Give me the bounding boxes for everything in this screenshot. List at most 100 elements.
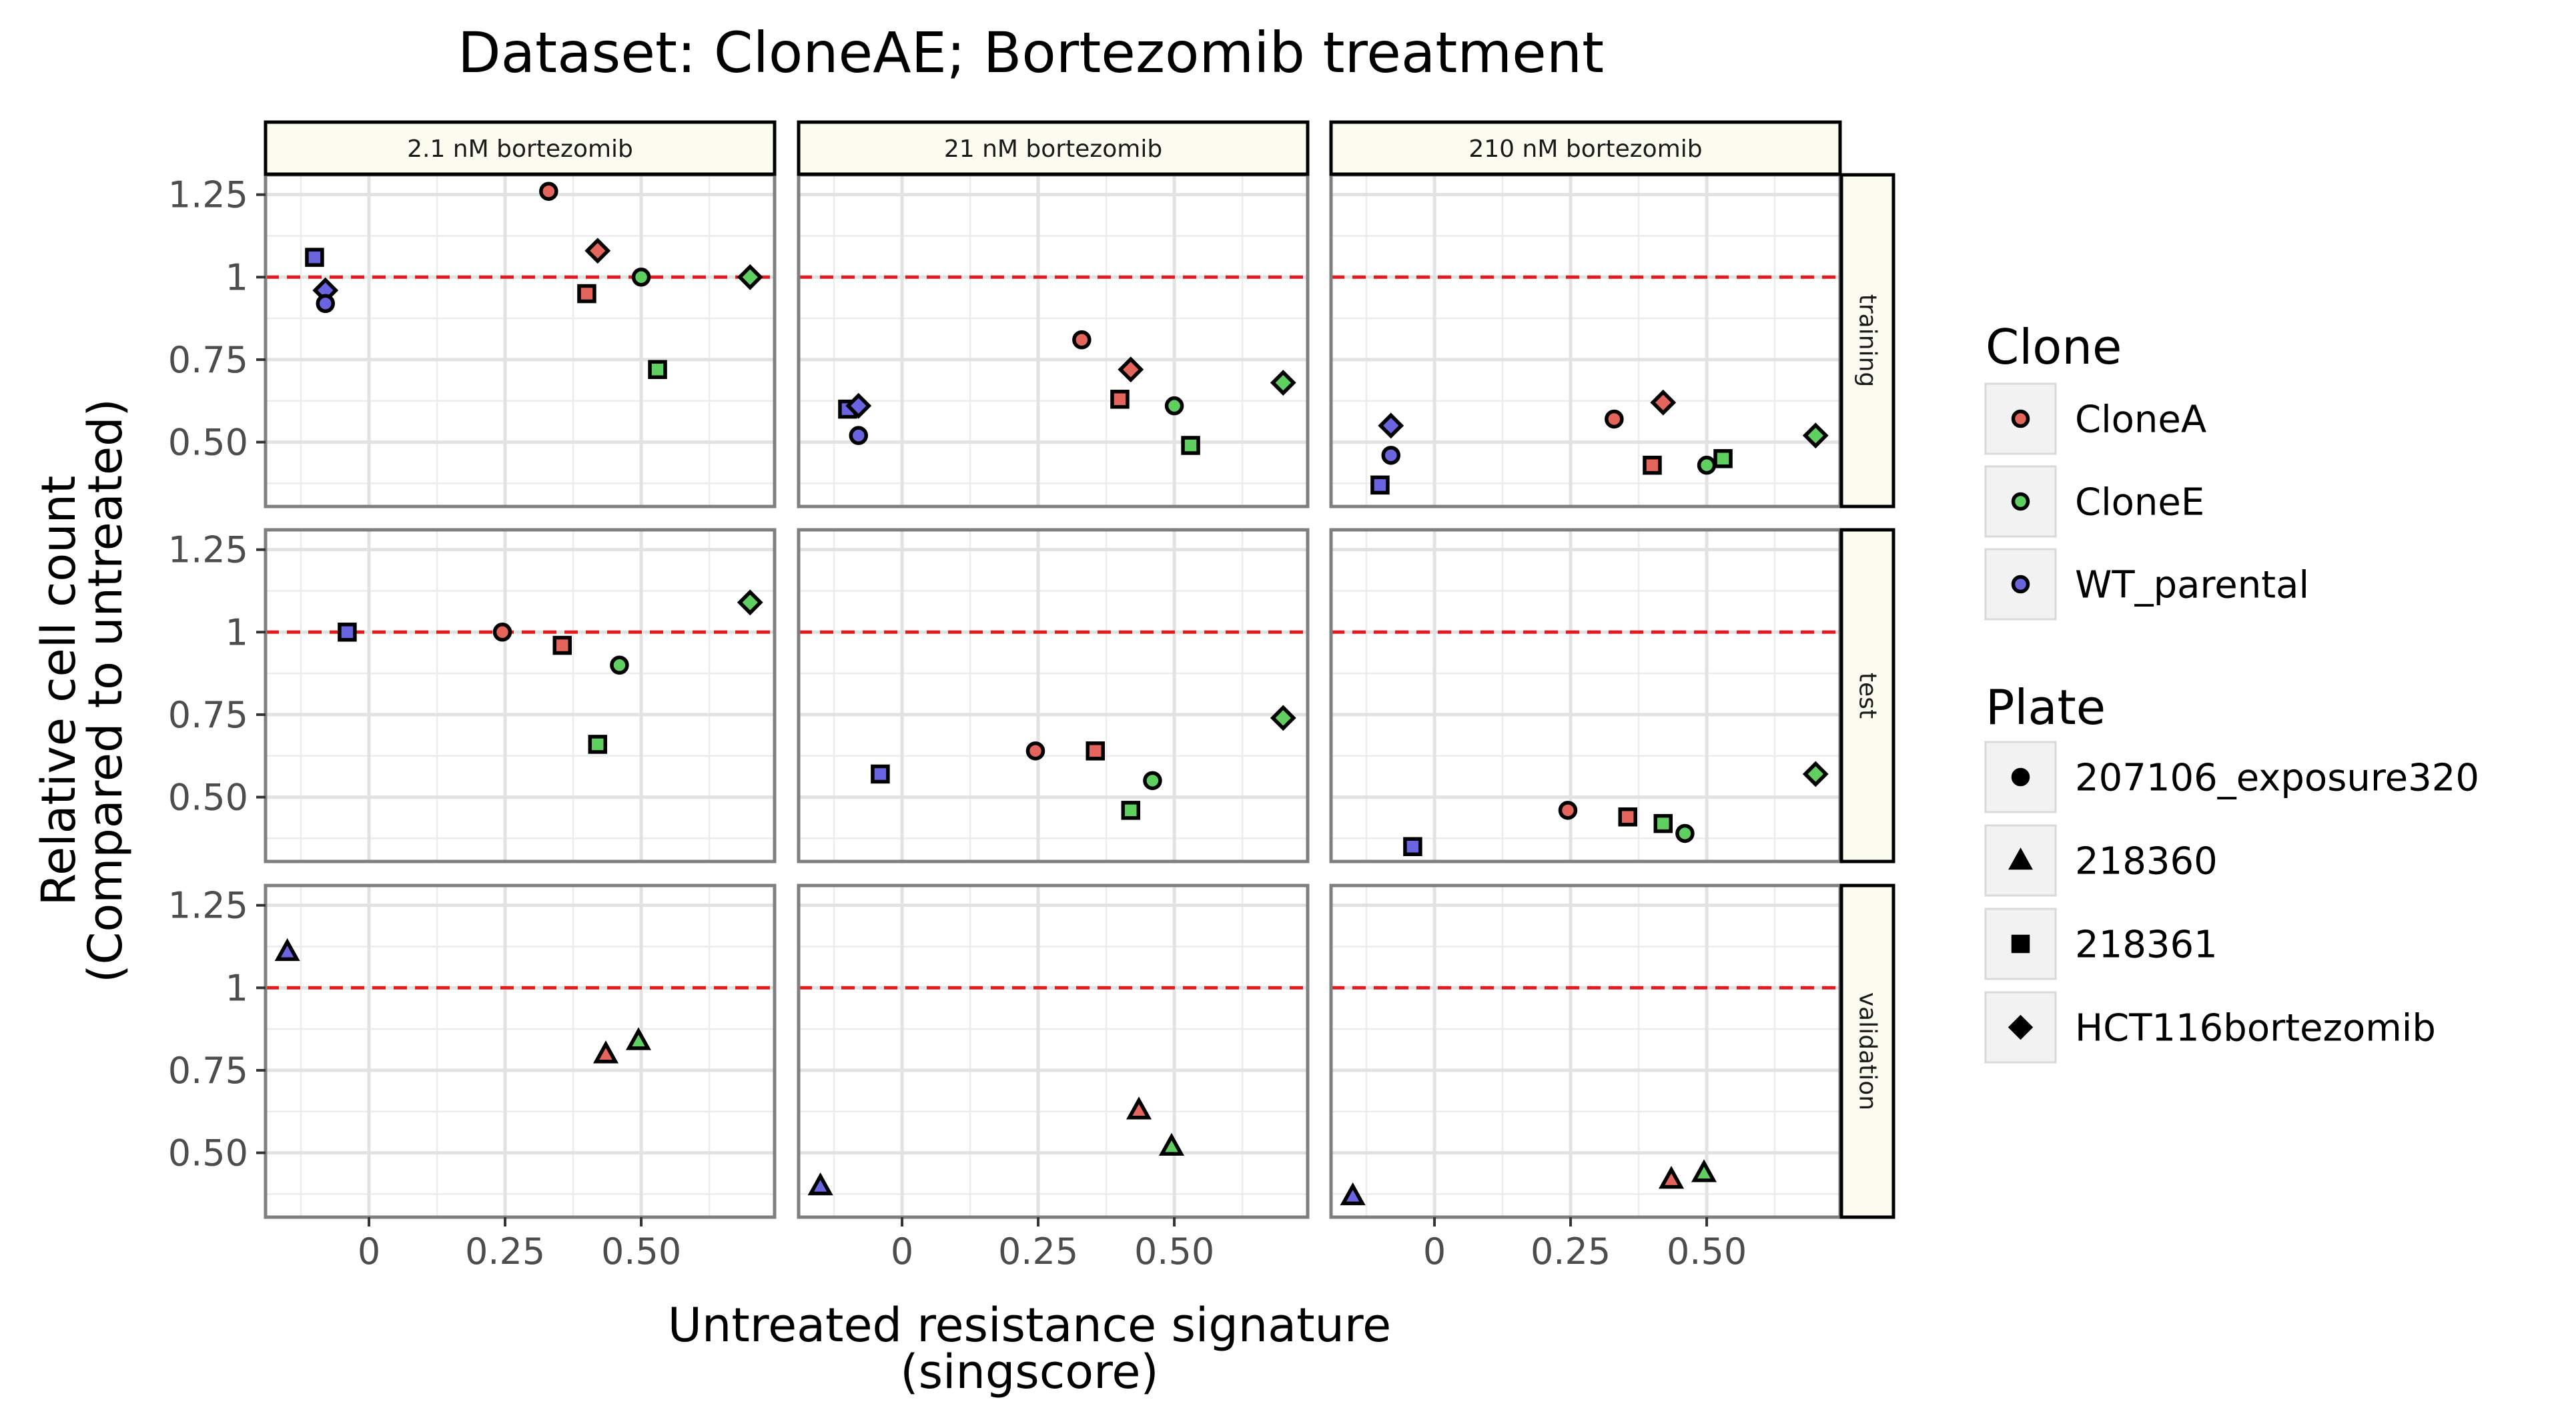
grid — [799, 886, 1308, 1217]
panel-background — [266, 886, 775, 1217]
point-CloneE-207106_exposure320 — [1697, 455, 1717, 475]
y-tick-label: 0.75 — [168, 694, 248, 736]
y-tick-label: 1.25 — [168, 885, 248, 927]
points — [1403, 761, 1829, 856]
panel-test-col2 — [797, 528, 1310, 863]
point-CloneE-HCT116bortezomib — [1802, 761, 1829, 787]
panel-border — [264, 528, 777, 863]
point-CloneA-HCT116bortezomib — [1650, 389, 1677, 416]
point-CloneE-HCT116bortezomib — [1270, 705, 1296, 731]
point-WT_parental-218361 — [338, 623, 357, 642]
points — [305, 182, 763, 380]
point-WT_parental-218361 — [871, 764, 890, 784]
point-CloneA-218361 — [1618, 807, 1637, 827]
legend-marker-207106_exposure320 — [2011, 767, 2030, 787]
panel-training-col3 — [1329, 173, 1842, 508]
facet-strip-row-validation — [1839, 884, 1895, 1219]
point-CloneA-207106_exposure320 — [492, 623, 512, 642]
point-CloneA-218361 — [1643, 455, 1662, 475]
legend-marker-CloneA — [2011, 409, 2030, 428]
facet-strip-col1 — [264, 120, 777, 176]
legend-key — [1984, 908, 2057, 980]
x-tick-label: 0 — [1423, 1230, 1446, 1273]
legend-marker-HCT116bortezomib — [2008, 1014, 2034, 1040]
legend-marker-218360 — [2008, 847, 2033, 870]
legend-title-clone: Clone — [1986, 319, 2122, 375]
legend-marker-WT_parental — [2011, 575, 2030, 594]
x-axis-title-line2: (singscore) — [900, 1345, 1158, 1399]
panel-border — [264, 884, 777, 1219]
chart-title: Dataset: CloneAE; Bortezomib treatment — [458, 20, 1604, 85]
legend-label-207106_exposure320: 207106_exposure320 — [2075, 757, 2479, 800]
legend-marker-218361 — [2011, 934, 2030, 954]
point-CloneA-218361 — [577, 284, 596, 304]
point-CloneA-207106_exposure320 — [1605, 409, 1624, 429]
point-CloneE-218361 — [1181, 436, 1200, 455]
points — [871, 705, 1296, 820]
y-tick-label: 0.50 — [168, 422, 248, 464]
grid — [1331, 175, 1840, 506]
panel-test-col1 — [264, 528, 777, 863]
point-CloneE-HCT116bortezomib — [737, 589, 763, 616]
y-tick-label: 0.50 — [168, 777, 248, 819]
point-CloneE-HCT116bortezomib — [1270, 370, 1296, 396]
point-WT_parental-207106_exposure320 — [1381, 446, 1401, 465]
point-CloneA-218361 — [1110, 390, 1130, 409]
point-CloneA-HCT116bortezomib — [1118, 356, 1144, 383]
x-tick-label: 0.50 — [1667, 1230, 1747, 1273]
point-CloneA-207106_exposure320 — [539, 182, 558, 201]
legend-label-WT_parental: WT_parental — [2075, 564, 2309, 607]
point-CloneA-218360 — [1126, 1096, 1152, 1120]
grid — [799, 175, 1308, 506]
point-WT_parental-207106_exposure320 — [316, 294, 336, 314]
points — [1340, 1159, 1717, 1206]
x-tick-label: 0.25 — [998, 1230, 1078, 1273]
facet-strip-label: test — [1854, 673, 1881, 719]
point-CloneE-218361 — [1653, 813, 1673, 833]
panel-background — [799, 886, 1308, 1217]
point-CloneE-218360 — [625, 1027, 652, 1050]
panel-background — [266, 530, 775, 861]
legend-marker-CloneE — [2011, 492, 2030, 511]
point-WT_parental-218360 — [807, 1172, 833, 1196]
point-WT_parental-218361 — [305, 248, 324, 267]
facet-strip-row-training — [1839, 173, 1895, 508]
facet-strip-label: training — [1854, 294, 1881, 387]
x-tick-label: 0.25 — [465, 1230, 545, 1273]
panel-background — [1331, 886, 1840, 1217]
points — [274, 938, 652, 1064]
y-tick-label: 1.25 — [168, 529, 248, 571]
facet-strip-label: validation — [1854, 992, 1881, 1110]
y-tick-label: 1 — [226, 967, 248, 1009]
point-CloneA-HCT116bortezomib — [584, 238, 611, 264]
point-WT_parental-218360 — [1340, 1182, 1366, 1206]
panel-test-col3 — [1329, 528, 1842, 863]
y-tick-label: 1 — [226, 256, 248, 298]
panel-training-col1 — [264, 173, 777, 508]
legend: Clone CloneA CloneE WT_parental Plate 207106_… — [1984, 319, 2479, 1064]
point-WT_parental-HCT116bortezomib — [1378, 412, 1404, 439]
point-CloneA-207106_exposure320 — [1558, 801, 1578, 820]
point-CloneE-207106_exposure320 — [1164, 396, 1184, 416]
facet-strip-label: 210 nM bortezomib — [1468, 135, 1702, 163]
point-WT_parental-HCT116bortezomib — [845, 392, 872, 419]
x-tick-label: 0.50 — [601, 1230, 681, 1273]
panel-background — [799, 175, 1308, 506]
point-WT_parental-218360 — [274, 938, 300, 962]
legend-title-plate: Plate — [1986, 679, 2106, 735]
panel-training-col2 — [797, 173, 1310, 508]
facet-strip-label: 21 nM bortezomib — [944, 135, 1162, 163]
facet-strip-row-test — [1839, 528, 1895, 863]
y-tick-label: 1 — [226, 611, 248, 653]
panel-background — [1331, 530, 1840, 861]
point-WT_parental-218361 — [1370, 475, 1390, 495]
panel-validation-col2 — [797, 884, 1310, 1219]
y-axis-title-line2: (Compared to untreated) — [78, 398, 133, 983]
panel-validation-col3 — [1329, 884, 1842, 1219]
point-CloneA-218360 — [592, 1040, 619, 1064]
y-tick-label: 1.25 — [168, 174, 248, 216]
legend-label-HCT116bortezomib: HCT116bortezomib — [2075, 1007, 2436, 1050]
facet-strip-label: 2.1 nM bortezomib — [407, 135, 633, 163]
x-tick-label: 0.50 — [1134, 1230, 1214, 1273]
panel-background — [266, 175, 775, 506]
